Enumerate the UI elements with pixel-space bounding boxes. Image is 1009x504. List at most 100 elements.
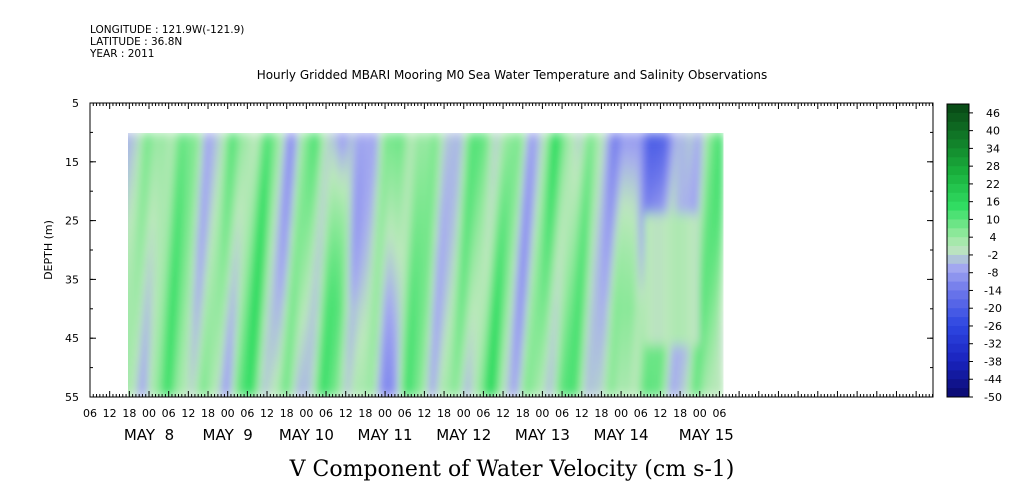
x-day-label: MAY 13 xyxy=(515,426,570,444)
heatmap-cell xyxy=(637,301,642,317)
heatmap-cell xyxy=(624,169,629,185)
heatmap-cell xyxy=(660,169,665,185)
x-tick-label: 00 xyxy=(142,407,156,420)
heatmap-cell xyxy=(663,139,668,156)
heatmap-cell xyxy=(365,133,370,141)
heatmap-cell xyxy=(417,133,422,141)
heatmap-cell xyxy=(158,374,163,391)
heatmap-cell xyxy=(237,301,242,317)
heatmap-cell xyxy=(181,345,186,361)
heatmap-cell xyxy=(198,301,203,317)
heatmap-cell xyxy=(128,316,130,332)
heatmap-cell xyxy=(640,228,645,244)
heatmap-cell xyxy=(398,133,403,141)
heatmap-cell xyxy=(270,360,275,376)
heatmap-cell xyxy=(253,257,258,273)
heatmap-cell xyxy=(457,213,462,229)
heatmap-cell xyxy=(457,330,462,347)
heatmap-cell xyxy=(234,183,239,200)
heatmap-cell xyxy=(329,272,334,288)
heatmap-cell xyxy=(660,316,665,332)
heatmap-cell xyxy=(483,213,488,229)
heatmap-cell xyxy=(312,330,317,347)
heatmap-cell xyxy=(201,213,206,229)
heatmap-cell xyxy=(562,345,566,361)
heatmap-cell xyxy=(128,301,130,317)
heatmap-cell xyxy=(303,133,307,141)
heatmap-cell xyxy=(257,133,262,141)
heatmap-cell xyxy=(198,183,203,200)
heatmap-cell xyxy=(394,345,399,361)
heatmap-cell xyxy=(316,360,321,376)
heatmap-cell xyxy=(293,198,298,214)
heatmap-cell xyxy=(663,374,668,391)
heatmap-cell xyxy=(614,133,619,141)
heatmap-cell xyxy=(673,330,678,347)
heatmap-cell xyxy=(168,183,173,200)
heatmap-cell xyxy=(371,198,376,214)
heatmap-cell xyxy=(417,242,422,258)
heatmap-cell xyxy=(132,330,137,347)
heatmap-cell xyxy=(575,301,580,317)
heatmap-cell xyxy=(158,242,163,258)
heatmap-cell xyxy=(417,169,422,185)
heatmap-cell xyxy=(335,389,340,397)
heatmap-cell xyxy=(322,154,327,170)
heatmap-cell xyxy=(194,330,199,347)
heatmap-cell xyxy=(680,272,684,288)
heatmap-cell xyxy=(565,330,570,347)
heatmap-cell xyxy=(571,169,576,185)
heatmap-cell xyxy=(267,389,271,397)
heatmap-cell xyxy=(208,360,212,376)
heatmap-cell xyxy=(565,345,570,361)
heatmap-cell xyxy=(526,198,530,214)
heatmap-cell xyxy=(703,183,707,200)
heatmap-cell xyxy=(591,154,596,170)
heatmap-cell xyxy=(342,330,347,347)
heatmap-cell xyxy=(653,213,658,229)
heatmap-cell xyxy=(486,301,491,317)
heatmap-cell xyxy=(414,301,419,317)
heatmap-cell xyxy=(516,345,521,361)
heatmap-cell xyxy=(155,330,160,347)
heatmap-cell xyxy=(667,360,671,376)
heatmap-cell xyxy=(247,133,252,141)
heatmap-cell xyxy=(319,183,324,200)
heatmap-cell xyxy=(512,169,517,185)
heatmap-cell xyxy=(352,389,357,397)
heatmap-cell xyxy=(473,389,478,397)
heatmap-cell xyxy=(198,198,203,214)
heatmap-cell xyxy=(217,242,222,258)
heatmap-cell xyxy=(640,316,645,332)
heatmap-cell xyxy=(231,316,235,332)
heatmap-cell xyxy=(532,360,537,376)
heatmap-cell xyxy=(644,213,648,229)
heatmap-cell xyxy=(673,169,678,185)
heatmap-cell xyxy=(539,330,543,347)
heatmap-cell xyxy=(509,360,514,376)
heatmap-cell xyxy=(201,228,206,244)
heatmap-cell xyxy=(286,257,291,273)
heatmap-cell xyxy=(444,139,448,156)
heatmap-cell xyxy=(578,257,583,273)
heatmap-cell xyxy=(309,272,314,288)
heatmap-cell xyxy=(371,213,376,229)
colorbar-label: 16 xyxy=(986,196,1000,209)
heatmap-cell xyxy=(135,330,140,347)
heatmap-cell xyxy=(257,316,262,332)
heatmap-cell xyxy=(512,360,517,376)
heatmap-cell xyxy=(552,374,557,391)
heatmap-cell xyxy=(290,228,294,244)
heatmap-cell xyxy=(617,213,622,229)
heatmap-cell xyxy=(391,183,396,200)
colorbar-swatch xyxy=(947,343,969,354)
heatmap-cell xyxy=(470,257,475,273)
colorbar-label: 4 xyxy=(990,231,997,244)
heatmap-cell xyxy=(332,389,337,397)
heatmap-cell xyxy=(440,272,445,288)
heatmap-cell xyxy=(689,228,694,244)
heatmap-cell xyxy=(660,257,665,273)
heatmap-cell xyxy=(647,213,652,229)
heatmap-cell xyxy=(378,154,383,170)
heatmap-cell xyxy=(460,345,465,361)
